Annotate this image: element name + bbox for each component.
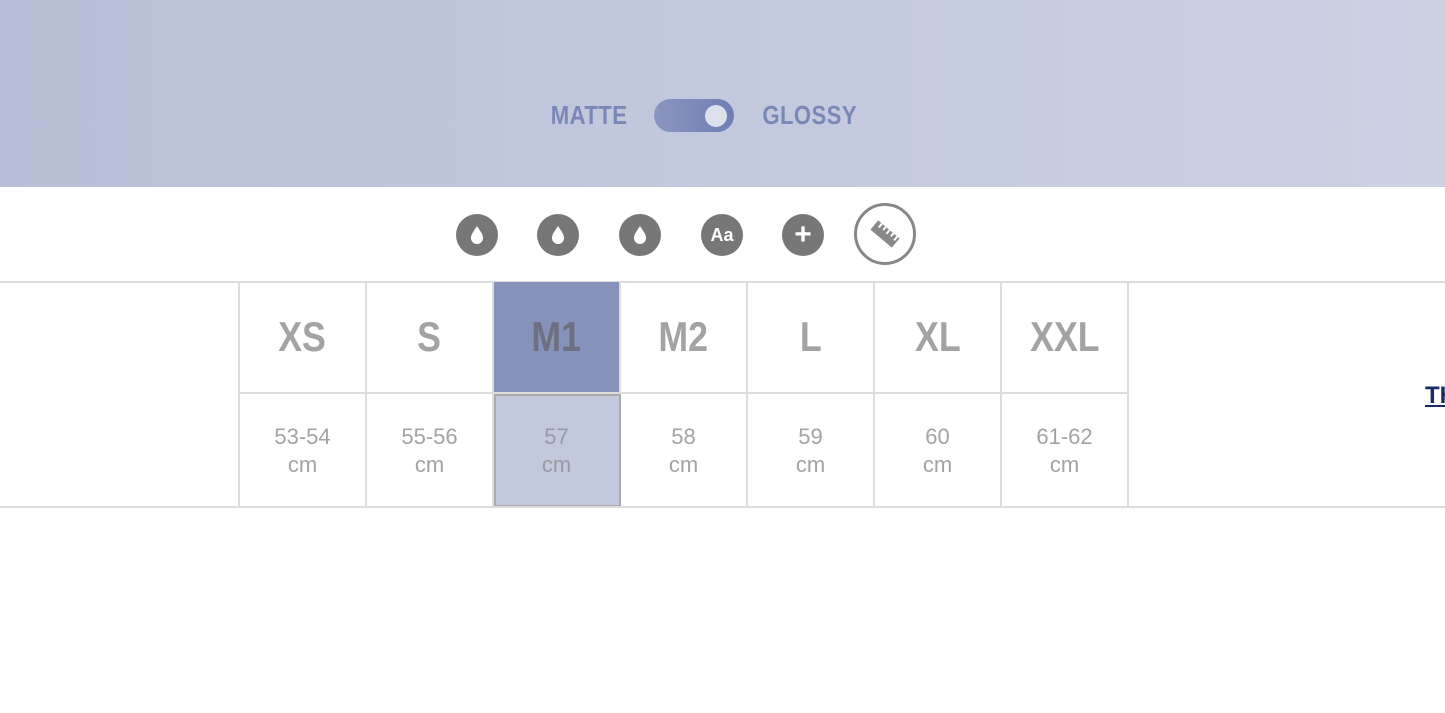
- size-measure-s[interactable]: 55-56 cm: [367, 394, 494, 507]
- toggle-knob[interactable]: [705, 105, 728, 127]
- size-label: XXL: [1029, 313, 1100, 360]
- measure-value: 59: [798, 423, 823, 449]
- size-label: S: [417, 313, 442, 360]
- option-icons: Aa +: [456, 203, 926, 265]
- measure-unit: cm: [1049, 451, 1080, 477]
- measure-value: 53-54: [274, 423, 331, 449]
- size-label: M1: [531, 313, 582, 360]
- size-option-xs[interactable]: XS: [240, 282, 367, 394]
- finish-banner: MATTE GLOSSY: [0, 0, 1445, 187]
- measure-value: 61-62: [1036, 423, 1093, 449]
- size-measure-xxl[interactable]: 61-62 cm: [1002, 394, 1129, 507]
- divider: [0, 281, 1445, 283]
- size-label: XS: [278, 313, 327, 360]
- measure-value: 55-56: [401, 423, 458, 449]
- size-option-xxl[interactable]: XXL: [1002, 282, 1129, 394]
- size-label: XL: [914, 313, 961, 360]
- size-measure-l[interactable]: 59 cm: [748, 394, 875, 507]
- measure-value: 57: [544, 423, 569, 449]
- size-measure-m2[interactable]: 58 cm: [621, 394, 748, 507]
- size-option-m2[interactable]: M2: [621, 282, 748, 394]
- text-icon[interactable]: Aa: [701, 214, 743, 256]
- measure-value: 60: [925, 423, 950, 449]
- plus-icon[interactable]: +: [782, 214, 824, 256]
- size-option-s[interactable]: S: [367, 282, 494, 394]
- measure-unit: cm: [287, 451, 318, 477]
- measure-unit: cm: [795, 451, 826, 477]
- size-measure-xl[interactable]: 60 cm: [875, 394, 1002, 507]
- ruler-icon[interactable]: [854, 203, 916, 265]
- size-label: M2: [658, 313, 709, 360]
- finish-toggle[interactable]: [654, 99, 735, 132]
- measure-unit: cm: [922, 451, 953, 477]
- size-option-l[interactable]: L: [748, 282, 875, 394]
- size-label: L: [799, 313, 822, 360]
- measure-unit: cm: [414, 451, 445, 477]
- size-option-xl[interactable]: XL: [875, 282, 1002, 394]
- glossy-label[interactable]: GLOSSY: [762, 100, 858, 130]
- size-measure-m1[interactable]: 57 cm: [494, 394, 621, 507]
- drop-icon[interactable]: [619, 214, 661, 256]
- size-guide-link[interactable]: TH: [1425, 382, 1445, 409]
- measure-unit: cm: [541, 451, 572, 477]
- size-option-m1[interactable]: M1: [494, 282, 621, 394]
- divider: [0, 506, 1445, 508]
- drop-icon[interactable]: [456, 214, 498, 256]
- measure-value: 58: [671, 423, 696, 449]
- matte-label[interactable]: MATTE: [550, 100, 628, 130]
- finish-toggle-group: MATTE GLOSSY: [544, 99, 865, 132]
- size-measure-xs[interactable]: 53-54 cm: [240, 394, 367, 507]
- measure-unit: cm: [668, 451, 699, 477]
- size-table: XS S M1 M2 L XL XXL 53-54 cm 55-56 cm 57 cm 58 cm 59 cm 6…: [238, 282, 1129, 507]
- drop-icon[interactable]: [537, 214, 579, 256]
